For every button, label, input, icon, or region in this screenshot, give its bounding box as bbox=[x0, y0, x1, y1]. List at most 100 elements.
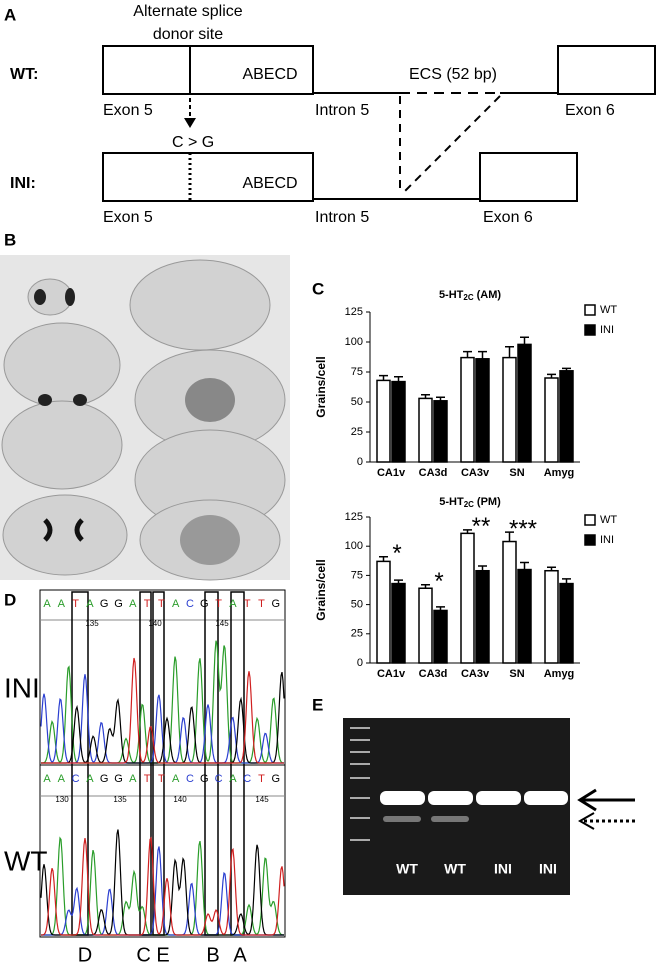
y-tick-label: 100 bbox=[345, 540, 363, 552]
legend-swatch bbox=[584, 534, 596, 546]
error-bar bbox=[562, 578, 571, 584]
bar bbox=[559, 582, 574, 664]
error-bar bbox=[436, 606, 445, 611]
ecs-dash bbox=[401, 95, 501, 195]
gel-band bbox=[524, 791, 568, 805]
bar bbox=[460, 532, 475, 664]
lane-label: INI bbox=[539, 861, 557, 877]
base-call: T bbox=[158, 773, 165, 785]
bar bbox=[502, 540, 517, 664]
lane-label: INI bbox=[494, 861, 512, 877]
error-bar bbox=[478, 565, 487, 571]
error-bar bbox=[547, 373, 556, 378]
mutation-label: C > G bbox=[172, 134, 214, 151]
error-bar bbox=[394, 376, 403, 382]
position-label: 140 bbox=[148, 619, 162, 628]
base-call: C bbox=[186, 773, 194, 785]
bar bbox=[418, 397, 433, 463]
base-call: A bbox=[129, 773, 137, 785]
gel-band bbox=[428, 791, 473, 805]
bar bbox=[517, 343, 532, 463]
exon6-box bbox=[557, 45, 656, 95]
y-tick-label: 75 bbox=[351, 569, 363, 581]
lane-label: WT bbox=[396, 861, 418, 877]
x-tick-label: CA1v bbox=[377, 668, 406, 680]
bar bbox=[391, 380, 406, 463]
x-tick-label: CA3d bbox=[419, 668, 448, 680]
panel-label: D bbox=[4, 590, 16, 609]
significance: * bbox=[434, 568, 443, 595]
section bbox=[129, 259, 271, 351]
y-tick-label: 50 bbox=[351, 599, 363, 611]
position-label: 140 bbox=[173, 795, 187, 804]
bar bbox=[433, 609, 448, 664]
bar bbox=[391, 582, 406, 664]
error-bar bbox=[436, 396, 445, 401]
legend-label: WT bbox=[600, 514, 617, 526]
base-call: G bbox=[272, 773, 281, 785]
bar bbox=[418, 587, 433, 664]
position-label: 135 bbox=[85, 619, 99, 628]
base-call: C bbox=[215, 773, 223, 785]
trace-label: WT bbox=[4, 845, 48, 876]
gel-image bbox=[343, 718, 570, 895]
title-main: 5-HT bbox=[439, 289, 464, 301]
error-bar bbox=[379, 555, 388, 562]
section bbox=[1, 400, 123, 490]
base-call: A bbox=[229, 598, 237, 610]
error-bar bbox=[505, 346, 514, 358]
base-call: A bbox=[58, 598, 66, 610]
significance: *** bbox=[509, 516, 537, 543]
error-bar bbox=[421, 394, 430, 399]
title-suffix: (PM) bbox=[477, 496, 501, 508]
legend-label: WT bbox=[600, 304, 617, 316]
error-bar bbox=[520, 336, 529, 345]
error-bar bbox=[463, 529, 472, 534]
arrow-head bbox=[577, 812, 595, 830]
bar bbox=[517, 568, 532, 664]
lane-label: WT bbox=[444, 861, 466, 877]
base-call: A bbox=[86, 773, 94, 785]
panel-label: A bbox=[4, 5, 16, 24]
box-text: ABECD bbox=[242, 66, 297, 83]
bar bbox=[460, 356, 475, 463]
dense-signal bbox=[43, 518, 84, 542]
site-label: donor site bbox=[153, 26, 223, 43]
position-label: 145 bbox=[215, 619, 229, 628]
y-tick-label: 25 bbox=[351, 426, 363, 438]
trace-label: INI bbox=[4, 672, 40, 703]
trace bbox=[40, 829, 284, 936]
base-call: A bbox=[129, 598, 137, 610]
dense-signal bbox=[65, 288, 75, 306]
bar bbox=[502, 356, 517, 463]
base-call: A bbox=[43, 598, 51, 610]
section bbox=[2, 494, 128, 576]
y-tick-label: 75 bbox=[351, 366, 363, 378]
base-call: G bbox=[200, 773, 209, 785]
position-label: 145 bbox=[255, 795, 269, 804]
y-tick-label: 100 bbox=[345, 336, 363, 348]
exon-label: Exon 6 bbox=[565, 102, 615, 119]
x-tick-label: CA3v bbox=[461, 668, 490, 680]
site-label: Alternate splice bbox=[133, 3, 242, 20]
gel-band-faint bbox=[383, 816, 421, 822]
significance: * bbox=[392, 540, 401, 567]
bar bbox=[559, 370, 574, 463]
base-call: G bbox=[114, 598, 123, 610]
error-bar bbox=[394, 579, 403, 584]
chart-title: 5-HT2C (AM) bbox=[439, 289, 501, 302]
arrow-head bbox=[577, 788, 597, 812]
x-tick-label: CA3v bbox=[461, 467, 490, 479]
base-call: T bbox=[244, 598, 251, 610]
base-call: A bbox=[229, 773, 237, 785]
bar bbox=[544, 569, 559, 664]
dense-signal bbox=[34, 289, 46, 305]
base-call: G bbox=[100, 773, 109, 785]
panel-label: E bbox=[312, 695, 323, 714]
base-call: A bbox=[86, 598, 94, 610]
site-label: B bbox=[206, 944, 219, 966]
site-label: A bbox=[233, 944, 247, 966]
position-label: 130 bbox=[55, 795, 69, 804]
